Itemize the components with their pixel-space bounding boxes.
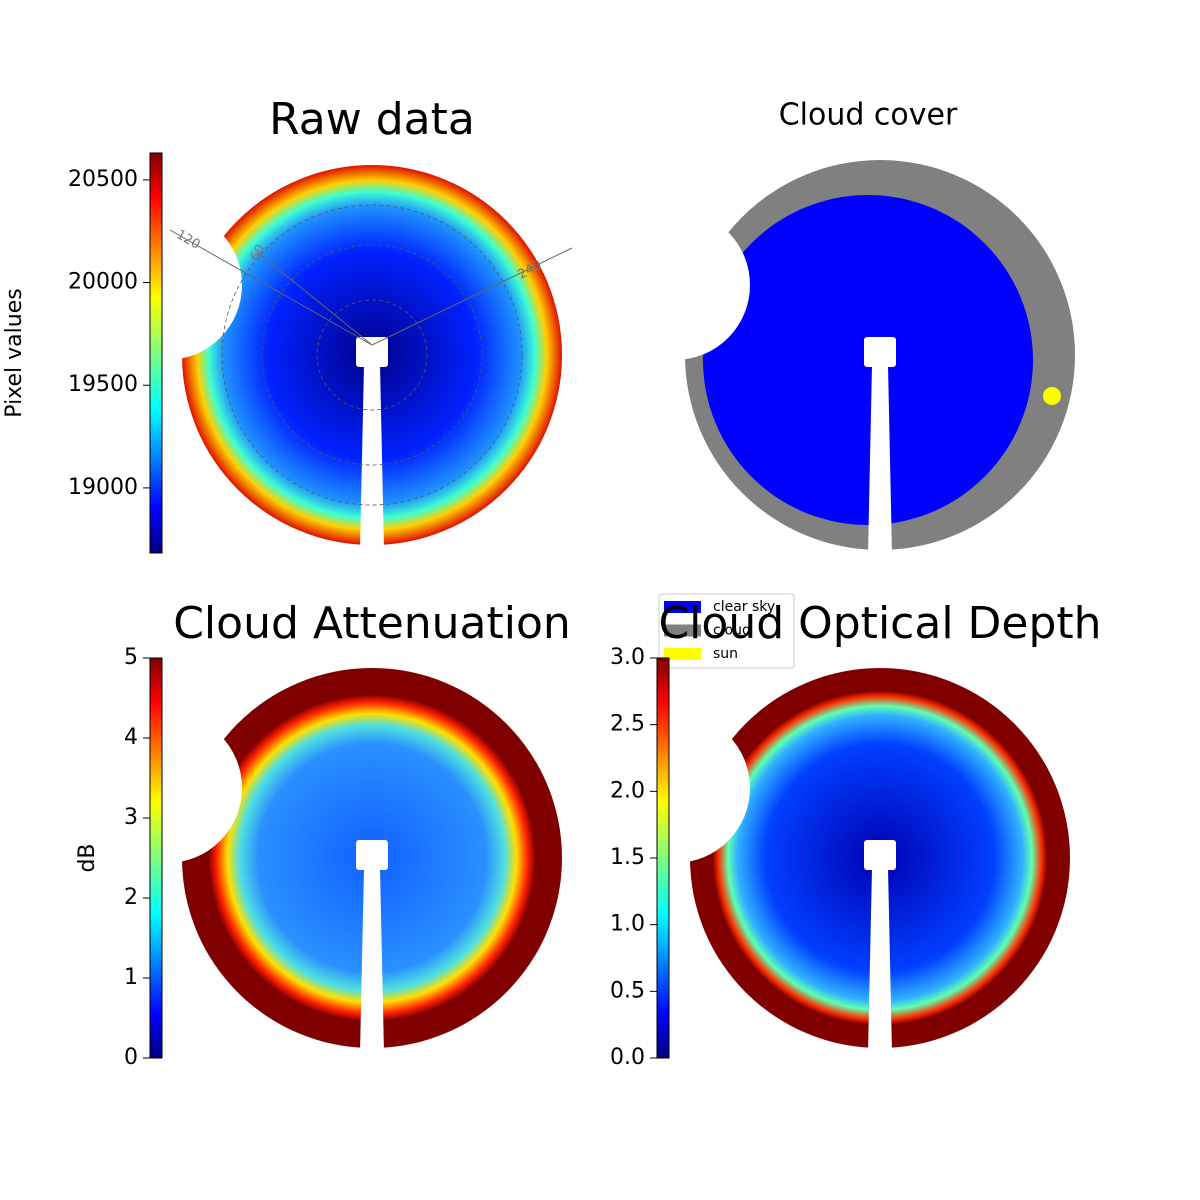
colorbar-tick-label: 19000 bbox=[68, 475, 138, 500]
legend-label: clear sky bbox=[713, 599, 775, 615]
polar-ray bbox=[257, 252, 373, 346]
panel bbox=[600, 668, 1070, 1053]
polar-label: 60 bbox=[247, 242, 268, 264]
legend-label: sun bbox=[713, 646, 738, 662]
colorbar bbox=[149, 152, 163, 554]
colorbar-tick-label: 2 bbox=[124, 885, 138, 910]
sun-spot bbox=[1043, 387, 1061, 405]
legend-swatch bbox=[664, 624, 701, 637]
colorbar-tick-label: 1.5 bbox=[610, 845, 645, 870]
colorbar-tick-label: 4 bbox=[124, 725, 138, 750]
camera-arm bbox=[868, 868, 892, 1053]
colorbar-tick-label: 2.0 bbox=[610, 778, 645, 803]
colorbar-tick-label: 1.0 bbox=[610, 912, 645, 937]
legend-label: cloud bbox=[713, 623, 751, 639]
image-notch bbox=[600, 713, 750, 863]
colorbar-tick-label: 19500 bbox=[68, 372, 138, 397]
image-notch bbox=[92, 210, 242, 360]
colorbar-tick-label: 0 bbox=[124, 1045, 138, 1070]
colorbar-label: Pixel values bbox=[2, 288, 27, 417]
camera-arm bbox=[360, 868, 384, 1053]
polar-grid bbox=[316, 299, 428, 411]
panel bbox=[600, 160, 1075, 555]
camera-mount bbox=[864, 337, 896, 367]
colorbar-tick-label: 5 bbox=[124, 645, 138, 670]
panel-title: Raw data bbox=[269, 94, 475, 145]
polar-grid bbox=[261, 244, 483, 466]
camera-arm bbox=[360, 365, 384, 550]
legend: clear sky cloud sun bbox=[658, 593, 795, 669]
camera-mount bbox=[864, 840, 896, 870]
colorbar-tick-label: 20500 bbox=[68, 167, 138, 192]
camera-mount bbox=[356, 337, 388, 367]
colorbar-tick-label: 3.0 bbox=[610, 645, 645, 670]
colorbar-tick-label: 2.5 bbox=[610, 712, 645, 737]
image-notch bbox=[92, 713, 242, 863]
colorbar-tick-label: 0.0 bbox=[610, 1045, 645, 1070]
colorbar-tick-label: 1 bbox=[124, 965, 138, 990]
camera-arm bbox=[868, 365, 892, 555]
polar-ray bbox=[169, 229, 373, 346]
legend-swatch bbox=[664, 601, 701, 613]
panel-title: Cloud Optical Depth bbox=[658, 598, 1101, 649]
panel bbox=[92, 668, 562, 1053]
colorbar bbox=[149, 657, 163, 1059]
colorbar-label: dB bbox=[75, 843, 100, 872]
panel-title: Cloud cover bbox=[779, 98, 958, 133]
colorbar bbox=[656, 657, 670, 1059]
panel-title: Cloud Attenuation bbox=[173, 598, 571, 649]
colorbar-tick-label: 3 bbox=[124, 805, 138, 830]
image-notch bbox=[600, 210, 750, 360]
legend-swatch bbox=[664, 648, 701, 660]
camera-mount bbox=[356, 840, 388, 870]
polar-ray bbox=[371, 247, 573, 346]
colorbar-tick-label: 0.5 bbox=[610, 978, 645, 1003]
polar-grid bbox=[221, 204, 523, 506]
colorbar-tick-label: 20000 bbox=[68, 270, 138, 295]
